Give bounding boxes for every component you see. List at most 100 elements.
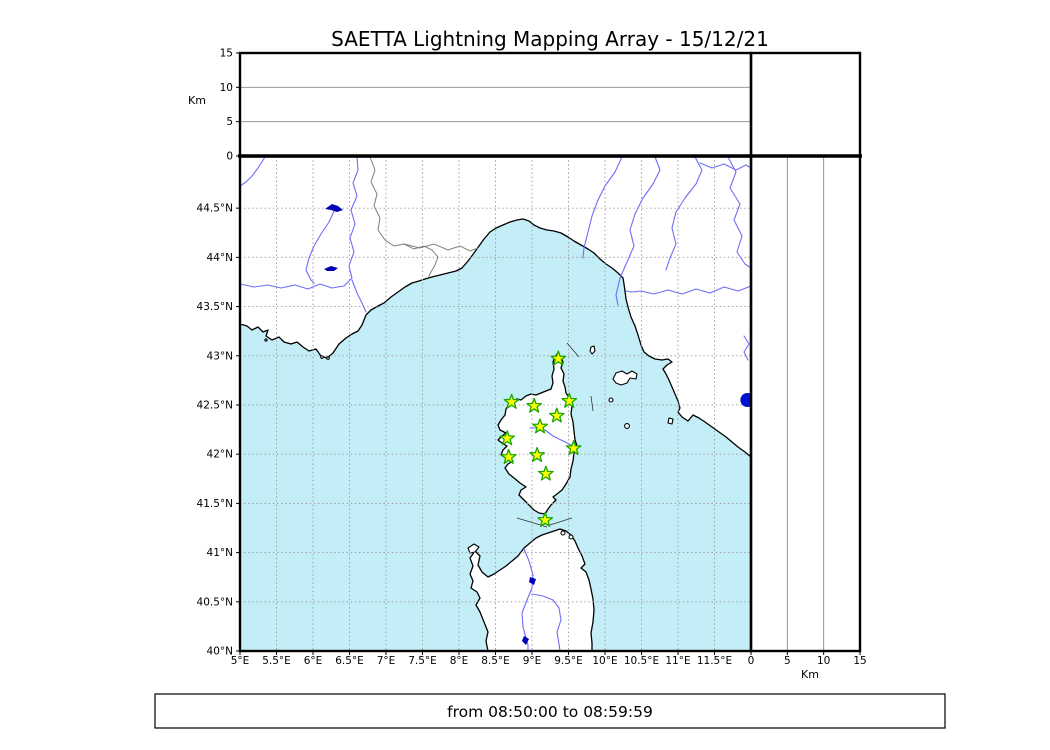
border-apennine	[403, 243, 479, 252]
lma-station-star	[532, 418, 548, 434]
river-po-trib-4	[727, 156, 751, 269]
lat-tick-label: 40°N	[207, 646, 233, 658]
river-argens	[351, 279, 367, 313]
station-markers	[499, 350, 751, 527]
river-durance-main	[240, 156, 359, 290]
lma-station-star	[565, 440, 582, 456]
lon-tick-label: 6°E	[304, 655, 323, 667]
sardinia-coastline	[469, 528, 595, 651]
right-panel-bg	[751, 156, 860, 651]
lake-serre-poncon	[325, 204, 343, 212]
panel-frames	[238, 51, 862, 653]
river-po-trib-2	[615, 156, 661, 306]
island-giglio	[667, 417, 674, 425]
map-gridlines	[240, 156, 751, 651]
island-hyeres-2	[326, 356, 330, 360]
altitude-axis-label: Km	[188, 94, 206, 107]
altitude-tick-label: 10	[817, 655, 830, 667]
lat-tick-label: 40.5°N	[197, 596, 233, 608]
island-frioul	[264, 338, 268, 342]
island-maddalena-1	[560, 530, 566, 536]
altitude-panel-tick-labels: 0 5 10 15	[220, 48, 239, 163]
island-montecristo	[624, 423, 630, 429]
lat-tick-label: 42°N	[207, 449, 233, 461]
corsica-coastline	[497, 353, 578, 515]
altitude-tick-label: 15	[853, 655, 866, 667]
time-range-frame	[154, 693, 946, 729]
map-axis-labels: 5°E 5.5°E 6°E 6.5°E 7°E 7.5°E 8°E 8.5°E 9°E 9.5°E…	[197, 203, 733, 667]
lon-tick-label: 11°E	[665, 655, 690, 667]
lon-tick-label: 7.5°E	[408, 655, 437, 667]
lon-tick-label: 6.5°E	[335, 655, 364, 667]
lat-tick-label: 44°N	[207, 252, 233, 264]
altitude-tick-label: 10	[220, 82, 233, 94]
time-range-text: from 08:50:00 to 08:59:59	[447, 703, 653, 721]
rivers	[240, 156, 751, 651]
river-sardinia-east	[531, 593, 562, 651]
altitude-tick-label: 5	[226, 116, 233, 128]
lat-tick-label: 44.5°N	[197, 203, 233, 215]
lon-tick-label: 5°E	[231, 655, 250, 667]
lma-station-star	[550, 350, 567, 366]
lon-tick-label: 9°E	[523, 655, 542, 667]
lma-station-star	[500, 448, 517, 464]
river-upper-left	[240, 156, 266, 187]
fragment-bonifacio-east	[549, 517, 573, 526]
lake-coghinas	[529, 577, 536, 585]
right-axis-label: Km	[801, 668, 819, 681]
island-elba	[612, 370, 638, 386]
lake-sainte-croix	[324, 266, 338, 271]
altitude-longitude-panel: 0 5 10 15 Km	[188, 48, 751, 163]
lake-bolsena-dot	[740, 393, 751, 408]
altitude-tick-label: 15	[220, 48, 233, 60]
lon-tick-label: 9.5°E	[554, 655, 583, 667]
island-pianosa	[608, 397, 614, 403]
map-panel	[240, 156, 751, 651]
lon-tick-label: 8.5°E	[481, 655, 510, 667]
time-range-box: from 08:50:00 to 08:59:59	[154, 693, 946, 729]
altitude-tick-label: 0	[748, 655, 755, 667]
altitude-latitude-panel: 0 5 10 15 Km	[748, 156, 867, 681]
lat-tick-label: 41.5°N	[197, 498, 233, 510]
river-po-upper	[699, 162, 751, 171]
lon-tick-label: 5.5°E	[262, 655, 291, 667]
altitude-tick-label: 5	[784, 655, 791, 667]
island-maddalena-2	[568, 534, 574, 540]
lma-station-star	[529, 446, 545, 462]
lon-tick-label: 7°E	[377, 655, 396, 667]
lon-tick-label: 10.5°E	[624, 655, 659, 667]
fragment-cap-corse	[566, 342, 580, 358]
river-tiber-edge	[743, 335, 750, 361]
lon-tick-label: 8°E	[450, 655, 469, 667]
river-durance-branch	[305, 210, 335, 284]
page-title: SAETTA Lightning Mapping Array - 15/12/2…	[331, 27, 769, 51]
lma-station-star	[499, 430, 516, 446]
small-islands	[264, 338, 674, 554]
lma-station-star	[548, 407, 565, 423]
lon-tick-label: 11.5°E	[697, 655, 732, 667]
fragment-east-corsica	[590, 395, 594, 412]
lma-station-star	[526, 397, 543, 413]
lma-station-star	[503, 393, 520, 409]
border-france-italy	[369, 156, 439, 279]
lon-tick-label: 10°E	[592, 655, 617, 667]
lma-station-star	[537, 511, 554, 527]
lat-tick-label: 43°N	[207, 350, 233, 362]
river-po-trib-1	[582, 156, 623, 259]
lat-tick-label: 41°N	[207, 547, 233, 559]
altitude-panel-bg	[240, 53, 751, 156]
river-arno	[625, 285, 751, 295]
corner-panel	[751, 53, 860, 156]
altitude-tick-label: 0	[226, 151, 233, 163]
river-po-trib-3	[665, 156, 703, 271]
altitude-panel-gridlines	[240, 86, 751, 123]
admin-borders	[369, 156, 479, 279]
lma-station-star	[561, 392, 578, 408]
lakes	[324, 204, 536, 645]
right-panel-tick-labels: 0 5 10 15	[748, 652, 867, 667]
right-panel-gridlines	[786, 156, 825, 651]
lat-tick-label: 43.5°N	[197, 301, 233, 313]
lat-tick-label: 42.5°N	[197, 399, 233, 411]
